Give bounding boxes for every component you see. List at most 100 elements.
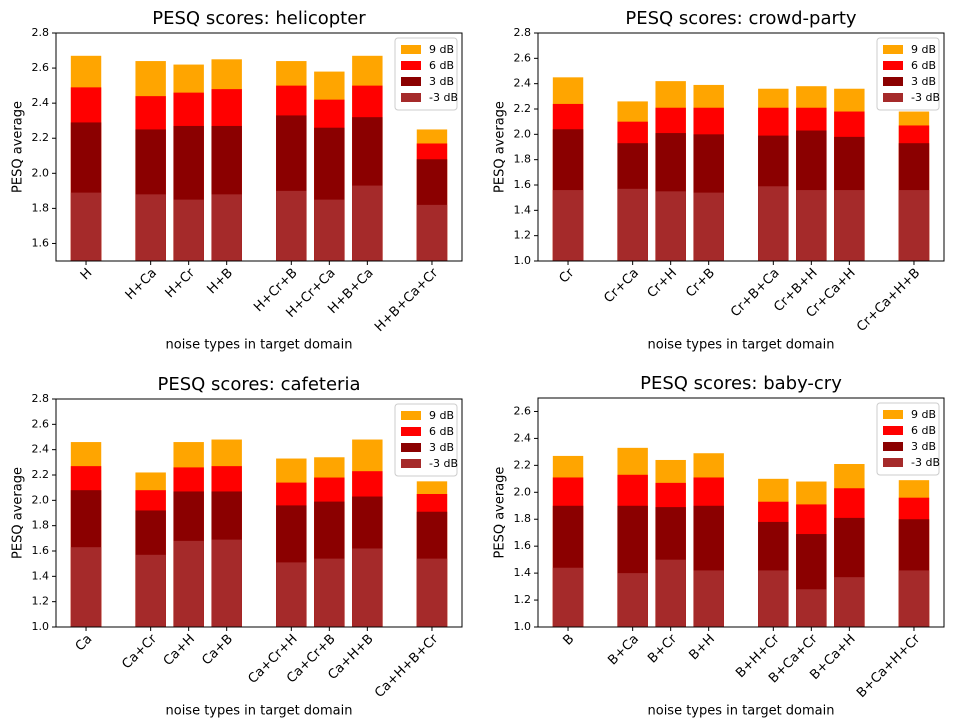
bar bbox=[552, 567, 584, 627]
legend-swatch bbox=[883, 442, 903, 451]
legend-swatch bbox=[401, 45, 421, 54]
y-tick-label: 1.2 bbox=[32, 595, 50, 608]
y-tick-label: 2.2 bbox=[32, 468, 50, 481]
legend-swatch bbox=[883, 410, 903, 419]
y-tick-label: 2.0 bbox=[32, 166, 50, 179]
x-tick-label: Cr+B+Ca bbox=[728, 266, 783, 321]
x-tick-label: H+B+Ca+Cr bbox=[372, 265, 442, 335]
chart-title: PESQ scores: cafeteria bbox=[158, 374, 361, 395]
plot-frame bbox=[55, 398, 463, 628]
y-tick-label: 2.2 bbox=[514, 458, 532, 471]
x-tick-label: B+H bbox=[686, 632, 718, 664]
legend-label: 3 dB bbox=[429, 441, 454, 454]
y-tick-label: 2.8 bbox=[514, 26, 532, 39]
bar bbox=[135, 554, 166, 627]
y-tick-label: 1.2 bbox=[514, 593, 532, 606]
legend-label: 6 dB bbox=[429, 59, 454, 72]
bar bbox=[276, 562, 307, 627]
legend-swatch bbox=[883, 45, 903, 54]
legend-label: -3 dB bbox=[911, 91, 940, 104]
y-tick-label: 1.8 bbox=[32, 519, 50, 532]
legend-label: 9 dB bbox=[911, 43, 936, 56]
y-tick-label: 2.4 bbox=[32, 96, 50, 109]
legend-swatch bbox=[883, 61, 903, 70]
x-tick-label: Ca+Cr bbox=[119, 631, 160, 672]
y-tick-label: 2.6 bbox=[514, 404, 532, 417]
bar bbox=[70, 192, 102, 261]
y-tick-label: 2.4 bbox=[514, 431, 532, 444]
legend-box bbox=[394, 37, 458, 111]
subplot: 1.01.21.41.61.82.02.22.42.62.8Cr Cr+Ca Cr+… bbox=[493, 8, 945, 353]
bar bbox=[352, 185, 383, 261]
legend-label: 6 dB bbox=[911, 59, 936, 72]
x-tick-label: H+B bbox=[204, 266, 236, 298]
x-tick-label: Cr+Ca+H+B bbox=[854, 266, 923, 335]
legend-box bbox=[876, 402, 940, 476]
bar bbox=[796, 589, 827, 627]
legend-box bbox=[876, 37, 940, 111]
y-tick-label: 2.2 bbox=[514, 102, 532, 115]
x-tick-label: Cr bbox=[557, 265, 578, 286]
bar bbox=[898, 570, 930, 627]
legend-box bbox=[394, 403, 458, 477]
legend-swatch bbox=[401, 77, 421, 86]
legend-swatch bbox=[401, 61, 421, 70]
x-tick-label: Ca+H+B+Cr bbox=[372, 631, 442, 701]
y-tick-label: 1.0 bbox=[514, 620, 532, 633]
legend-label: 3 dB bbox=[429, 75, 454, 88]
bar bbox=[173, 199, 204, 261]
bar bbox=[173, 540, 204, 627]
subplot: 1.61.82.02.22.42.62.8H H+Ca H+Cr H+B H+Cr+BH… bbox=[11, 8, 463, 353]
bar bbox=[758, 186, 789, 261]
y-tick-label: 1.6 bbox=[514, 539, 532, 552]
y-tick-label: 2.0 bbox=[514, 485, 532, 498]
bar bbox=[617, 573, 648, 627]
legend-label: 9 dB bbox=[429, 43, 454, 56]
legend-swatch bbox=[401, 459, 421, 468]
legend-label: 9 dB bbox=[911, 408, 936, 421]
x-tick-label: B+Ca bbox=[605, 632, 642, 669]
legend-swatch bbox=[401, 93, 421, 102]
x-tick-label: Ca bbox=[73, 632, 96, 655]
plot-frame bbox=[537, 32, 945, 262]
legend-swatch bbox=[401, 443, 421, 452]
y-tick-label: 1.8 bbox=[32, 201, 50, 214]
bar bbox=[70, 547, 102, 627]
x-tick-label: B+Cr bbox=[645, 631, 680, 666]
legend-swatch bbox=[401, 411, 421, 420]
chart-title: PESQ scores: baby-cry bbox=[640, 373, 842, 394]
bar bbox=[655, 191, 686, 261]
bar bbox=[276, 190, 307, 261]
legend-label: 3 dB bbox=[911, 75, 936, 88]
x-axis-label: noise types in target domain bbox=[648, 338, 835, 353]
y-tick-label: 1.0 bbox=[32, 620, 50, 633]
legend-swatch bbox=[401, 427, 421, 436]
chart-title: PESQ scores: helicopter bbox=[152, 8, 366, 29]
bar bbox=[758, 570, 789, 627]
y-axis-label: PESQ average bbox=[493, 467, 508, 559]
subplot: 1.0 1.2 1.4 1.6 1.8 2.0 2.2 2.4 2.6 B B+Ca B+Cr B+H B… bbox=[493, 373, 945, 719]
legend-label: 3 dB bbox=[911, 440, 936, 453]
legend-label: -3 dB bbox=[429, 91, 458, 104]
x-tick-label: H+Ca bbox=[123, 266, 160, 303]
bar bbox=[314, 199, 345, 261]
y-axis-label: PESQ average bbox=[11, 101, 26, 193]
y-tick-label: 2.8 bbox=[32, 392, 50, 405]
x-axis-label: noise types in target domain bbox=[648, 704, 835, 719]
legend-swatch bbox=[883, 426, 903, 435]
y-tick-label: 2.4 bbox=[514, 77, 532, 90]
y-tick-label: 1.8 bbox=[514, 512, 532, 525]
x-tick-label: Ca+H bbox=[161, 632, 198, 669]
bar bbox=[796, 190, 827, 261]
y-tick-label: 1.6 bbox=[32, 236, 50, 249]
bar bbox=[655, 559, 686, 627]
x-tick-label: Cr+Ca bbox=[601, 266, 642, 307]
plot-frame bbox=[537, 397, 945, 628]
y-tick-label: 1.4 bbox=[514, 566, 532, 579]
bar bbox=[416, 558, 448, 627]
x-tick-label: Cr+H bbox=[645, 266, 680, 301]
legend-label: -3 dB bbox=[429, 457, 458, 470]
y-tick-label: 2.6 bbox=[32, 417, 50, 430]
y-tick-label: 2.0 bbox=[32, 493, 50, 506]
